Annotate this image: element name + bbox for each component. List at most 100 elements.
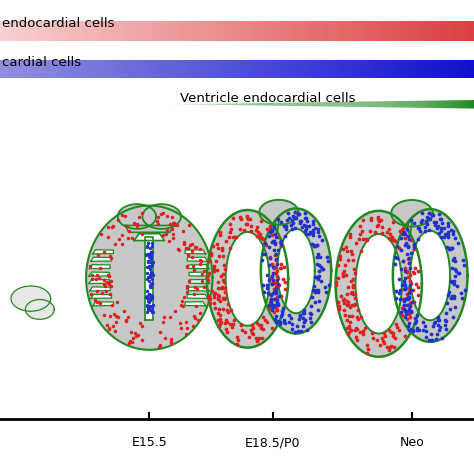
Polygon shape xyxy=(458,60,460,78)
Polygon shape xyxy=(398,101,399,108)
Polygon shape xyxy=(28,60,30,78)
Polygon shape xyxy=(213,104,214,105)
Polygon shape xyxy=(379,101,381,107)
Polygon shape xyxy=(273,103,274,106)
Polygon shape xyxy=(449,100,450,108)
Polygon shape xyxy=(332,102,333,107)
Polygon shape xyxy=(381,60,383,78)
Polygon shape xyxy=(310,102,311,106)
Polygon shape xyxy=(241,103,242,105)
Polygon shape xyxy=(416,60,417,78)
Polygon shape xyxy=(345,102,346,107)
Polygon shape xyxy=(281,21,283,41)
Polygon shape xyxy=(412,101,413,108)
Polygon shape xyxy=(319,21,321,41)
Polygon shape xyxy=(209,60,210,78)
Polygon shape xyxy=(349,21,351,41)
Polygon shape xyxy=(250,103,251,105)
Polygon shape xyxy=(420,60,422,78)
Polygon shape xyxy=(84,60,85,78)
Polygon shape xyxy=(133,60,134,78)
Polygon shape xyxy=(255,60,256,78)
Polygon shape xyxy=(438,60,439,78)
Polygon shape xyxy=(460,21,461,41)
Polygon shape xyxy=(259,103,260,106)
Polygon shape xyxy=(255,103,256,105)
Polygon shape xyxy=(454,60,455,78)
Polygon shape xyxy=(1,60,3,78)
Polygon shape xyxy=(201,104,202,105)
Polygon shape xyxy=(395,60,397,78)
Polygon shape xyxy=(139,60,141,78)
Polygon shape xyxy=(13,60,14,78)
Polygon shape xyxy=(463,21,465,41)
Polygon shape xyxy=(274,219,279,232)
Polygon shape xyxy=(425,60,427,78)
Polygon shape xyxy=(400,60,401,78)
Polygon shape xyxy=(254,103,255,105)
Polygon shape xyxy=(197,104,198,105)
Polygon shape xyxy=(403,60,404,78)
Polygon shape xyxy=(270,21,272,41)
Polygon shape xyxy=(353,102,354,107)
Polygon shape xyxy=(441,21,442,41)
Polygon shape xyxy=(417,21,419,41)
Polygon shape xyxy=(388,101,389,107)
Polygon shape xyxy=(347,60,349,78)
Polygon shape xyxy=(292,60,294,78)
Polygon shape xyxy=(449,21,450,41)
Polygon shape xyxy=(51,60,52,78)
Polygon shape xyxy=(442,60,444,78)
Polygon shape xyxy=(368,101,370,107)
Polygon shape xyxy=(354,60,356,78)
Polygon shape xyxy=(288,60,289,78)
Polygon shape xyxy=(98,21,100,41)
Polygon shape xyxy=(228,103,229,105)
Polygon shape xyxy=(299,60,300,78)
Polygon shape xyxy=(22,60,24,78)
Polygon shape xyxy=(311,21,313,41)
Polygon shape xyxy=(423,101,424,108)
Polygon shape xyxy=(441,100,442,108)
Polygon shape xyxy=(340,21,341,41)
Polygon shape xyxy=(122,21,123,41)
Polygon shape xyxy=(304,102,305,106)
Polygon shape xyxy=(27,60,28,78)
Polygon shape xyxy=(338,102,339,107)
Polygon shape xyxy=(280,21,281,41)
Polygon shape xyxy=(137,21,139,41)
Polygon shape xyxy=(270,60,272,78)
Polygon shape xyxy=(237,103,238,105)
Polygon shape xyxy=(231,21,232,41)
Polygon shape xyxy=(224,60,226,78)
Polygon shape xyxy=(248,21,250,41)
Polygon shape xyxy=(376,21,378,41)
Polygon shape xyxy=(305,21,307,41)
Polygon shape xyxy=(242,60,243,78)
Polygon shape xyxy=(210,21,212,41)
Polygon shape xyxy=(77,21,79,41)
Polygon shape xyxy=(156,21,158,41)
Polygon shape xyxy=(307,60,308,78)
Polygon shape xyxy=(289,103,290,106)
Polygon shape xyxy=(16,21,18,41)
Polygon shape xyxy=(349,60,351,78)
Polygon shape xyxy=(231,103,232,105)
Polygon shape xyxy=(108,60,109,78)
Polygon shape xyxy=(466,100,467,109)
Polygon shape xyxy=(93,60,95,78)
Polygon shape xyxy=(271,103,272,106)
Polygon shape xyxy=(384,60,385,78)
Polygon shape xyxy=(464,100,465,109)
Polygon shape xyxy=(438,100,439,108)
Text: E15.5: E15.5 xyxy=(131,436,167,449)
Polygon shape xyxy=(322,60,324,78)
Polygon shape xyxy=(410,231,450,320)
Polygon shape xyxy=(188,60,190,78)
Polygon shape xyxy=(452,100,453,108)
Polygon shape xyxy=(232,60,234,78)
Polygon shape xyxy=(259,200,298,225)
Polygon shape xyxy=(291,60,292,78)
Polygon shape xyxy=(456,60,458,78)
Polygon shape xyxy=(361,101,362,107)
